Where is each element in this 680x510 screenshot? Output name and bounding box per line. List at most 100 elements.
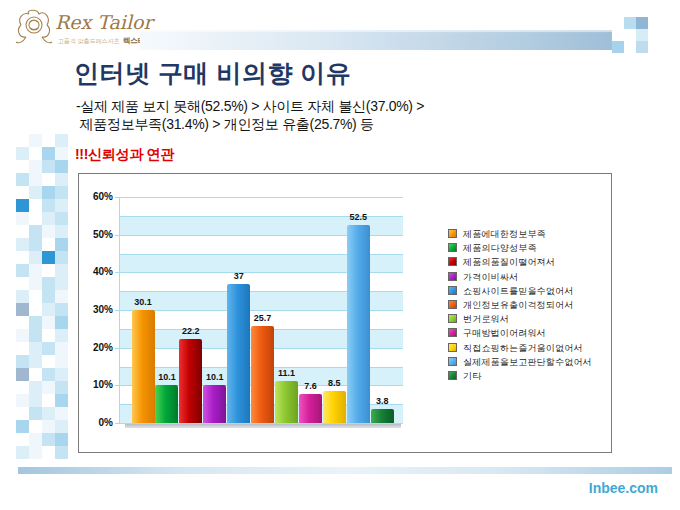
bar-0 <box>132 310 155 423</box>
legend-item: 제품의다양성부족 <box>448 242 610 256</box>
legend-swatch <box>448 343 457 352</box>
checker-square <box>16 199 29 212</box>
bar-3 <box>203 385 226 423</box>
checker-square <box>29 381 42 394</box>
checker-square <box>42 290 55 303</box>
y-tick <box>115 423 120 424</box>
checker-square <box>42 160 55 173</box>
checker-square <box>612 41 624 53</box>
checker-square <box>55 355 68 368</box>
checker-square <box>29 277 42 290</box>
checker-square <box>42 225 55 238</box>
checker-square <box>42 277 55 290</box>
legend-item: 실제제품을보고판단할수없어서 <box>448 356 610 370</box>
body-text: -실제 제품 보지 못해(52.5%) > 사이트 자체 불신(37.0%) >… <box>76 97 424 133</box>
checker-square <box>55 251 68 264</box>
bar-value-label: 3.8 <box>362 396 402 406</box>
checker-square <box>29 238 42 251</box>
legend-item: 직접쇼핑하는즐거움이없어서 <box>448 342 610 356</box>
legend-label: 쇼핑사이트를믿을수없어서 <box>463 285 573 298</box>
checker-square <box>16 147 29 160</box>
checker-square <box>16 394 29 407</box>
checker-square <box>29 173 42 186</box>
chart-floor-shadow <box>125 424 401 428</box>
legend-item: 개인정보유출이걱정되어서 <box>448 299 610 313</box>
checker-square <box>42 147 55 160</box>
legend-swatch <box>448 229 457 238</box>
checker-square <box>55 173 68 186</box>
bar-value-label: 11.1 <box>267 368 307 378</box>
note-text: !!!신뢰성과 연관 <box>75 146 174 164</box>
checker-square <box>16 290 29 303</box>
legend-swatch <box>448 243 457 252</box>
y-tick-label: 20% <box>79 342 113 353</box>
checker-square <box>636 29 648 41</box>
checker-square <box>55 316 68 329</box>
checker-square <box>42 199 55 212</box>
bar-chart: 0%10%20%30%40%50%60%30.110.122.210.13725… <box>78 173 612 453</box>
checker-square <box>16 173 29 186</box>
checker-square <box>42 316 55 329</box>
legend-label: 가격이비싸서 <box>463 271 518 284</box>
checker-square <box>42 368 55 381</box>
checker-square <box>42 407 55 420</box>
checker-square <box>42 433 55 446</box>
bar-7 <box>299 394 322 423</box>
checker-square <box>55 394 68 407</box>
legend-swatch <box>448 328 457 337</box>
y-tick-label: 40% <box>79 266 113 277</box>
bar-1 <box>155 385 178 423</box>
checker-square <box>16 368 29 381</box>
legend-label: 직접쇼핑하는즐거움이없어서 <box>463 342 583 355</box>
legend-label: 구매방법이어려워서 <box>463 327 546 340</box>
rex-tailor-crest-logo <box>13 8 55 48</box>
checker-square <box>29 160 42 173</box>
y-tick <box>115 310 120 311</box>
bar-value-label: 52.5 <box>338 212 378 222</box>
y-tick-label: 30% <box>79 304 113 315</box>
checker-square <box>16 420 29 433</box>
page-title: 인터넷 구매 비의향 이유 <box>74 57 351 90</box>
y-tick-label: 60% <box>79 191 113 202</box>
checker-square <box>29 329 42 342</box>
checker-square <box>42 303 55 316</box>
checker-square <box>55 342 68 355</box>
legend-label: 제품에대한정보부족 <box>463 228 546 241</box>
checker-square <box>29 186 42 199</box>
gridline <box>119 197 403 198</box>
checker-square <box>55 303 68 316</box>
bar-value-label: 37 <box>219 271 259 281</box>
checker-square <box>29 316 42 329</box>
checker-square <box>55 381 68 394</box>
checker-square <box>55 160 68 173</box>
checker-square <box>55 134 68 147</box>
legend-label: 번거로워서 <box>463 313 509 326</box>
legend-label: 개인정보유출이걱정되어서 <box>463 299 573 312</box>
checker-square <box>55 277 68 290</box>
checker-square <box>42 342 55 355</box>
checker-square <box>42 212 55 225</box>
legend-swatch <box>448 286 457 295</box>
bottom-gradient-bar <box>18 467 672 474</box>
y-tick <box>115 385 120 386</box>
checker-square <box>29 394 42 407</box>
brand-name: Rex Tailor <box>55 11 153 33</box>
legend-swatch <box>448 300 457 309</box>
checker-square <box>55 199 68 212</box>
checker-square <box>29 433 42 446</box>
y-tick-label: 10% <box>79 379 113 390</box>
legend-swatch <box>448 272 457 281</box>
legend-label: 기타 <box>463 370 481 383</box>
checker-square <box>55 433 68 446</box>
checker-square <box>29 134 42 147</box>
legend-label: 실제제품을보고판단할수없어서 <box>463 356 592 369</box>
checker-square <box>55 446 68 459</box>
checker-square <box>636 41 648 53</box>
checker-square <box>16 264 29 277</box>
checker-square <box>29 446 42 459</box>
checker-square <box>55 420 68 433</box>
checker-square <box>16 238 29 251</box>
footer-site-name: Inbee.com <box>498 480 658 496</box>
legend-swatch <box>448 314 457 323</box>
legend-label: 제품의품질이떨어져서 <box>463 256 555 269</box>
